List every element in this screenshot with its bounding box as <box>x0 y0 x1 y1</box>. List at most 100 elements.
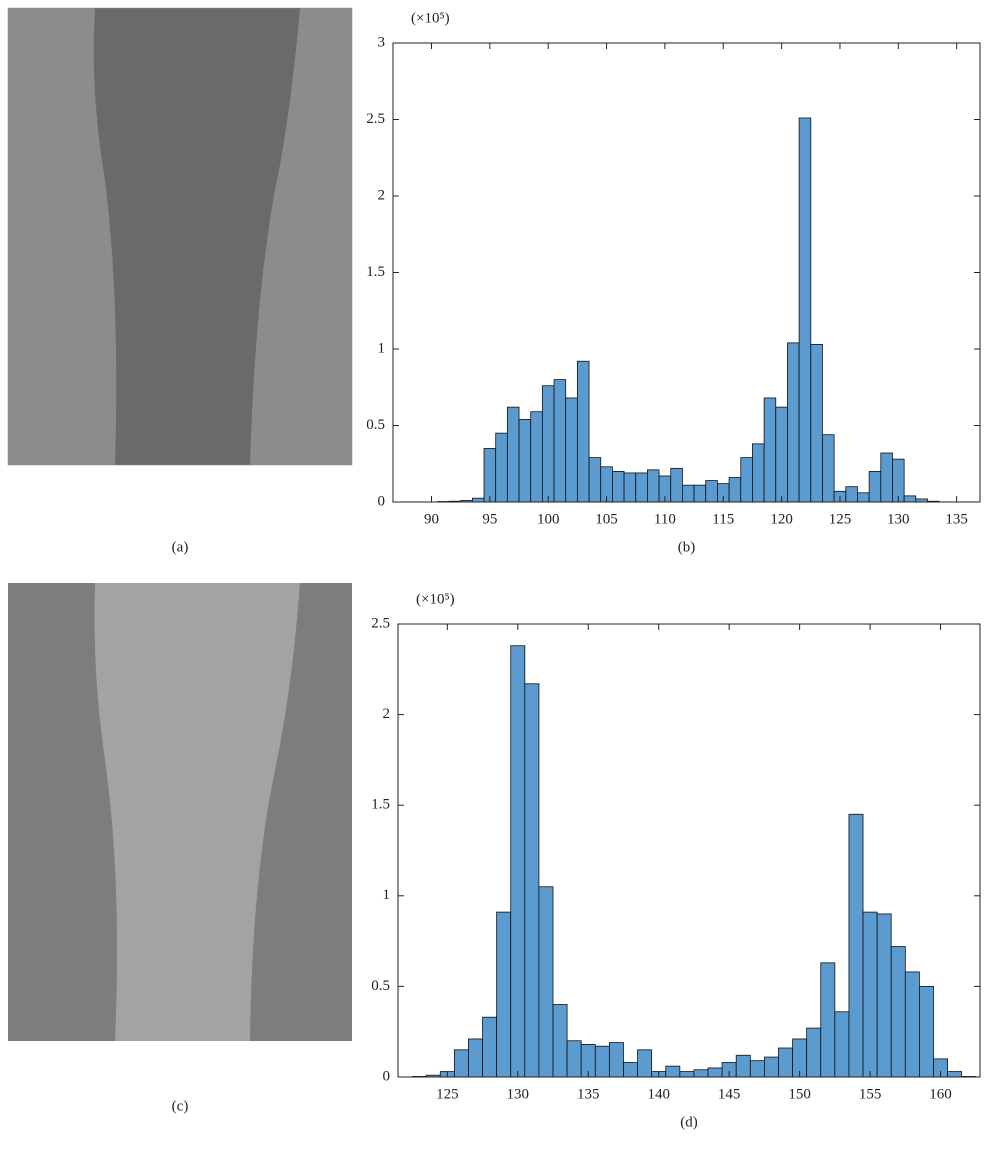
bar <box>472 498 484 502</box>
bar <box>741 458 753 502</box>
bar <box>553 1005 567 1077</box>
bar <box>822 435 834 502</box>
image-c <box>8 583 352 1041</box>
bar <box>577 361 589 502</box>
bar <box>807 1028 821 1077</box>
panel-label: (a) <box>172 539 189 555</box>
bar <box>948 1072 962 1077</box>
y-tick-label: 2.5 <box>366 111 385 127</box>
y-tick-label: 1.5 <box>366 264 385 280</box>
x-tick-label: 160 <box>929 1086 952 1102</box>
bar <box>881 453 893 502</box>
bar <box>468 1039 482 1077</box>
x-tick-label: 130 <box>507 1086 530 1102</box>
bar <box>484 448 496 502</box>
bar <box>706 481 718 502</box>
bar <box>694 485 706 502</box>
bar <box>799 118 811 502</box>
bar <box>666 1066 680 1077</box>
x-tick-label: 130 <box>887 511 910 527</box>
bar <box>869 471 881 502</box>
y-tick-label: 2.5 <box>371 615 390 631</box>
figure: (a) (c) 0 0.5 1 1.5 2 2.5 3 90 95 100 105 110 115 120… <box>0 0 1001 1149</box>
x-tick-label: 145 <box>718 1086 741 1102</box>
bar <box>708 1068 722 1077</box>
x-tick-label: 120 <box>770 511 793 527</box>
x-tick-label: 150 <box>788 1086 811 1102</box>
bar <box>764 1057 778 1077</box>
axis-multiplier: (×10⁵) <box>416 591 455 607</box>
x-tick-label: 110 <box>654 511 676 527</box>
bar <box>680 1072 694 1077</box>
bar <box>497 912 511 1077</box>
bar <box>539 887 553 1077</box>
x-tick-label: 105 <box>595 511 618 527</box>
y-tick-label: 0.5 <box>371 978 390 994</box>
bar <box>905 972 919 1077</box>
x-tick-label: 115 <box>712 511 734 527</box>
bar <box>519 419 531 502</box>
bar <box>612 471 624 502</box>
bar <box>736 1055 750 1077</box>
x-tick-label: 125 <box>436 1086 459 1102</box>
bar <box>904 496 916 502</box>
panel-label: (c) <box>172 1098 189 1114</box>
bar <box>531 412 543 502</box>
image-a <box>8 8 352 465</box>
y-tick-label: 0 <box>378 493 386 509</box>
bar <box>750 1061 764 1077</box>
bar <box>821 963 835 1077</box>
bar <box>454 1050 468 1077</box>
bar <box>776 407 788 502</box>
bar <box>595 1046 609 1077</box>
bar <box>891 947 905 1077</box>
y-tick-label: 1.5 <box>371 797 390 813</box>
x-tick-label: 140 <box>647 1086 670 1102</box>
bar <box>483 1017 497 1077</box>
plot-frame <box>393 43 980 502</box>
bar <box>507 407 519 502</box>
bar <box>694 1070 708 1077</box>
bar <box>778 1048 792 1077</box>
panel-label: (b) <box>678 539 696 555</box>
panel-label: (d) <box>680 1114 698 1130</box>
bar <box>496 433 508 502</box>
bar <box>567 1041 581 1077</box>
x-tick-label: 100 <box>537 511 560 527</box>
axis-multiplier: (×10⁵) <box>411 10 450 26</box>
bar <box>638 1050 652 1077</box>
bar <box>636 473 648 502</box>
bar <box>857 493 869 502</box>
bar <box>566 398 578 502</box>
bar <box>609 1043 623 1077</box>
bar <box>682 485 694 502</box>
bar <box>542 386 554 502</box>
y-tick-label: 3 <box>378 34 386 50</box>
bar <box>589 458 601 502</box>
bar <box>863 912 877 1077</box>
y-tick-label: 2 <box>383 706 391 722</box>
x-tick-label: 135 <box>577 1086 600 1102</box>
bar <box>849 814 863 1077</box>
bar <box>525 684 539 1077</box>
x-tick-label: 155 <box>859 1086 882 1102</box>
bar <box>919 986 933 1077</box>
bar <box>752 444 764 502</box>
x-tick-label: 90 <box>424 511 439 527</box>
bar <box>877 914 891 1077</box>
bar <box>671 468 683 502</box>
x-tick-label: 95 <box>482 511 497 527</box>
y-tick-label: 1 <box>383 887 391 903</box>
bar <box>729 478 741 502</box>
bar <box>787 343 799 502</box>
bar <box>554 380 566 502</box>
bar <box>624 473 636 502</box>
y-tick-label: 0.5 <box>366 417 385 433</box>
x-tick-label: 135 <box>945 511 968 527</box>
bar <box>647 470 659 502</box>
x-tick-label: 125 <box>829 511 852 527</box>
bar <box>835 1012 849 1077</box>
bar <box>764 398 776 502</box>
y-tick-label: 2 <box>378 187 386 203</box>
bar <box>811 344 823 502</box>
